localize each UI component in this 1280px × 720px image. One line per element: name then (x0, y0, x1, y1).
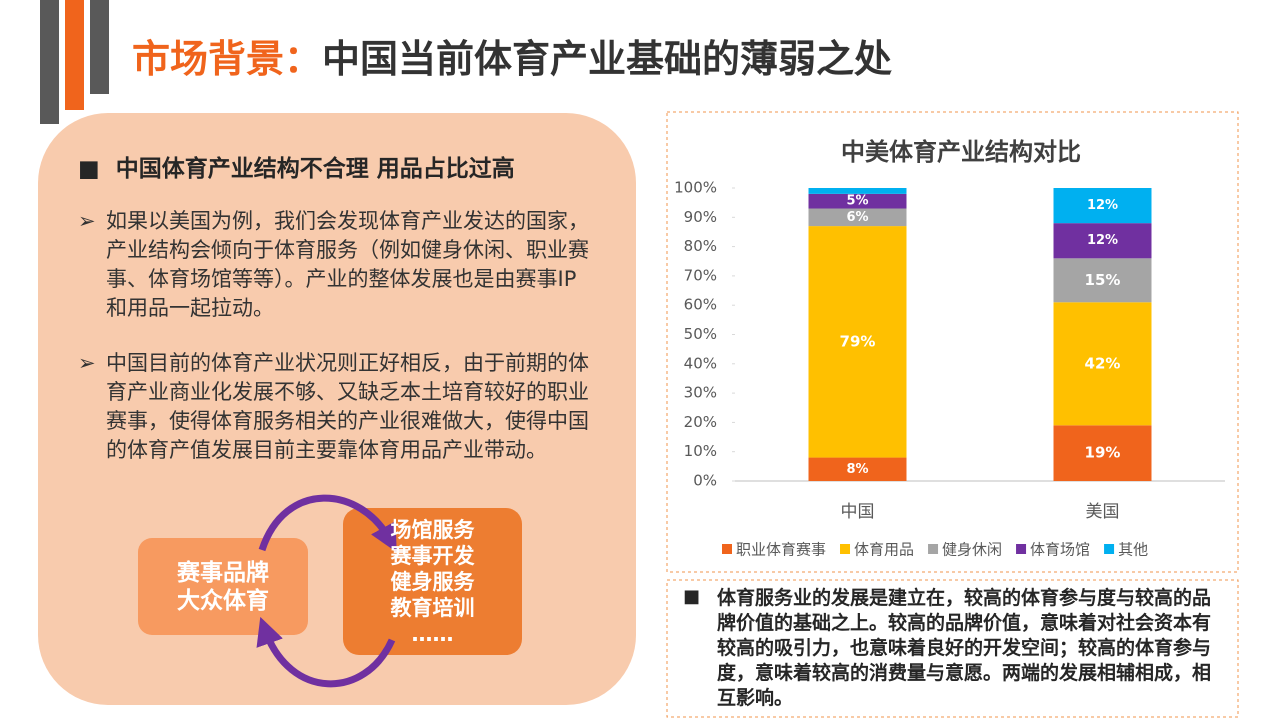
decor-bar (65, 0, 84, 110)
diagram-line: 教育培训 (390, 595, 475, 620)
x-tick-label: 美国 (1086, 502, 1120, 522)
legend-swatch (722, 544, 732, 554)
data-label: 6% (846, 210, 868, 225)
diagram-line: 赛事开发 (390, 543, 475, 568)
bullet-text: 如果以美国为例，我们会发现体育产业发达的国家，产业结构会倾向于体育服务（例如健身… (106, 209, 589, 320)
y-tick-label: 30% (684, 384, 717, 402)
note-marker: ■ (683, 586, 701, 607)
legend-label: 其他 (1118, 541, 1148, 559)
legend-swatch (928, 544, 939, 554)
data-label: 8% (846, 462, 868, 477)
bullet: ➢ 如果以美国为例，我们会发现体育产业发达的国家，产业结构会倾向于体育服务（例如健… (78, 207, 593, 323)
legend-label: 健身休闲 (942, 541, 1002, 559)
y-tick-label: 100% (674, 179, 717, 197)
legend-label: 职业体育赛事 (736, 541, 826, 559)
bar-segment (808, 457, 907, 481)
bar-segment (808, 193, 907, 209)
diagram-line: 健身服务 (390, 569, 475, 594)
data-label: 15% (1085, 271, 1121, 289)
legend-swatch (840, 544, 851, 554)
diagram-box (138, 538, 308, 635)
data-label: 12% (1087, 233, 1118, 248)
bar-segment (1053, 223, 1152, 259)
bar-segment (808, 226, 907, 458)
diagram-left: 赛事品牌 大众体育 (138, 538, 308, 635)
legend-swatch (1104, 544, 1115, 554)
decor-bar (40, 0, 59, 124)
diagram-line: 大众体育 (177, 587, 269, 614)
bar-segment (1053, 258, 1152, 303)
bar-segment (808, 208, 907, 227)
data-label: 42% (1085, 354, 1121, 372)
diagram-line: …… (411, 621, 454, 646)
data-label: 5% (846, 194, 868, 209)
note-text: 体育服务业的发展是建立在，较高的体育参与度与较高的品牌价值的基础之上。较高的品牌… (717, 587, 1212, 709)
chart-title: 中美体育产业结构对比 (841, 138, 1081, 166)
y-tick-label: 20% (684, 413, 717, 431)
panel-heading: ■ 中国体育产业结构不合理 用品占比过高 (78, 156, 515, 182)
y-tick-label: 40% (684, 354, 717, 372)
title-highlight: 市场背景： (132, 37, 323, 81)
diagram-line: 场馆服务 (390, 517, 475, 542)
diagram-line: 赛事品牌 (177, 559, 269, 586)
legend-swatch (1016, 544, 1027, 554)
data-label: 19% (1085, 444, 1121, 462)
bar-segment (1053, 302, 1152, 426)
cycle-arrow (258, 494, 397, 553)
y-tick-label: 10% (684, 442, 717, 460)
bullet-text: 中国目前的体育产业状况则正好相反，由于前期的体育产业商业化发展不够、又缺乏本土培… (106, 351, 589, 462)
legend-label: 体育用品 (854, 541, 914, 559)
title-rest: 中国当前体育产业基础的薄弱之处 (322, 37, 893, 81)
chart: 0% 10% 20% 30% 40% 50% 60% 70% 80% 90% 100% 中国 8% 79%… (674, 179, 1152, 559)
bar-segment (1053, 425, 1152, 481)
x-tick-label: 中国 (841, 502, 875, 522)
chart-frame (666, 111, 1239, 573)
cycle-arrow (256, 616, 396, 688)
bar-segment (1053, 188, 1152, 224)
bullet: ➢ 中国目前的体育产业状况则正好相反，由于前期的体育产业商业化发展不够、又缺乏本土… (78, 349, 593, 465)
y-tick-label: 50% (684, 325, 717, 343)
data-label: 12% (1087, 198, 1118, 213)
slide-title: 市场背景：中国当前体育产业基础的薄弱之处 (132, 28, 892, 83)
y-tick-label: 90% (684, 208, 717, 226)
bar-segment (808, 188, 907, 194)
y-tick-label: 60% (684, 296, 717, 314)
legend-label: 体育场馆 (1030, 541, 1090, 559)
y-tick-label: 70% (684, 266, 717, 284)
diagram-right: 场馆服务 赛事开发 健身服务 教育培训…… (343, 508, 522, 655)
y-tick-label: 80% (684, 237, 717, 255)
heading-text: 中国体育产业结构不合理 用品占比过高 (115, 156, 515, 182)
decor-bar (90, 0, 109, 94)
y-tick-label: 0% (693, 472, 717, 490)
data-label: 79% (840, 332, 876, 350)
